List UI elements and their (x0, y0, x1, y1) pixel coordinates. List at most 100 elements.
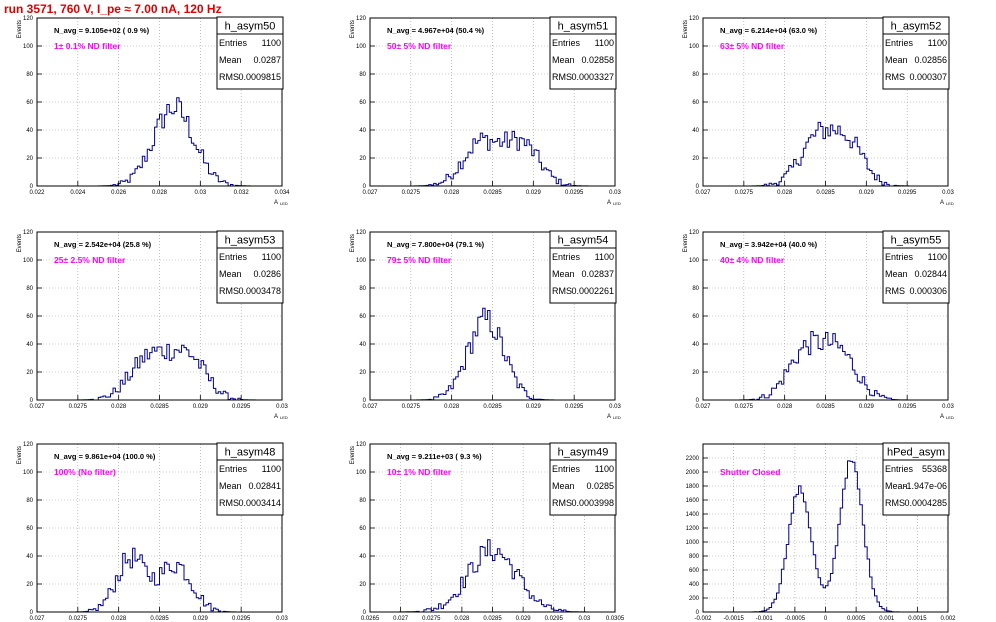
x-tick-label: 0.0285 (816, 190, 835, 196)
stats-value-rms: 0.0003998 (571, 498, 614, 508)
histogram-line (370, 539, 615, 613)
y-axis-label: Events (17, 446, 23, 464)
stats-label-rms: RMS (219, 498, 239, 508)
stats-box (216, 230, 284, 304)
filter-label: 50± 5% ND filter (387, 41, 452, 51)
y-tick-label: 80 (26, 286, 33, 292)
x-tick-label: 0.028 (152, 190, 168, 196)
y-tick-label: 1800 (686, 484, 700, 490)
x-tick-label: 0.03 (276, 404, 288, 410)
y-tick-label: 20 (26, 156, 33, 162)
panel-h_asym50: 0.022 0.024 0.026 0.028 0.03 0.032 0.034 0 20 40 6… (17, 16, 290, 206)
y-tick-label: 0 (696, 398, 700, 404)
stats-value-mean: 0.02837 (581, 269, 614, 279)
filter-label: 79± 5% ND filter (387, 255, 452, 265)
x-tick-label: 0.0295 (545, 616, 564, 622)
stats-box (882, 442, 950, 516)
navg-label: N_avg = 2.542e+04 (25.8 %) (54, 240, 152, 249)
histogram-name: h_asym48 (225, 447, 276, 459)
y-tick-label: 120 (356, 230, 367, 236)
y-tick-label: 60 (692, 100, 699, 106)
x-tick-label: 0.027 (29, 404, 45, 410)
x-tick-label: 0.0295 (232, 404, 251, 410)
stats-value-mean: -1.947e-06 (903, 481, 947, 491)
navg-label: N_avg = 4.967e+04 (50.4 %) (387, 26, 485, 35)
stats-label-mean: Mean (552, 55, 575, 65)
y-tick-label: 1200 (686, 526, 700, 532)
stats-label-entries: Entries (552, 464, 581, 474)
stats-label-rms: RMS (885, 72, 905, 82)
panel-h_asym54: 0.027 0.0275 0.028 0.0285 0.029 0.0295 0.03 0 20… (350, 230, 621, 420)
histogram-name: h_asym52 (891, 21, 942, 33)
stats-value-mean: 0.0287 (253, 55, 281, 65)
y-tick-label: 40 (26, 554, 33, 560)
panel-h_asym53: 0.027 0.0275 0.028 0.0285 0.029 0.0295 0.03 0 20… (17, 230, 288, 420)
stats-value-mean: 0.02858 (581, 55, 614, 65)
x-tick-label: 0.03 (194, 190, 206, 196)
x-tick-label: -0.002 (694, 616, 712, 622)
y-tick-label: 20 (692, 156, 699, 162)
y-tick-label: 2200 (686, 456, 700, 462)
stats-value-mean: 0.02841 (248, 481, 281, 491)
stats-box (549, 230, 617, 304)
run-title: run 3571, 760 V, I_pe ≈ 7.00 nA, 120 Hz (4, 2, 222, 16)
stats-value-entries: 1100 (928, 38, 947, 48)
navg-label: N_avg = 9.211e+03 ( 9.3 %) (387, 452, 482, 461)
y-tick-label: 400 (689, 582, 700, 588)
x-tick-label: 0.0015 (908, 616, 927, 622)
panel-h_asym52: 0.027 0.0275 0.028 0.0285 0.029 0.0295 0.03 0 20… (683, 16, 954, 206)
x-tick-label: 0.028 (111, 404, 127, 410)
y-tick-label: 40 (26, 342, 33, 348)
y-tick-label: 600 (689, 568, 700, 574)
x-tick-label: 0.0285 (483, 190, 502, 196)
filter-label: 25± 2.5% ND filter (54, 255, 126, 265)
y-tick-label: 100 (23, 470, 34, 476)
x-tick-label: 0.026 (111, 190, 127, 196)
x-tick-label: 0.0285 (816, 404, 835, 410)
y-tick-label: 1600 (686, 498, 700, 504)
stats-box (882, 230, 950, 304)
stats-value-entries: 1100 (928, 252, 947, 262)
panel-h_asym48: 0.027 0.0275 0.028 0.0285 0.029 0.0295 0.03 0 20… (17, 442, 288, 622)
stats-label-rms: RMS (219, 72, 239, 82)
x-tick-label: 0.0275 (402, 190, 421, 196)
filter-label: 10± 1% ND filter (387, 467, 452, 477)
y-tick-label: 0 (363, 610, 367, 616)
x-tick-label: 0.0285 (150, 616, 169, 622)
y-tick-label: 120 (689, 230, 700, 236)
y-axis-label: Events (683, 20, 689, 38)
x-tick-label: 0.03 (276, 616, 288, 622)
y-tick-label: 40 (359, 342, 366, 348)
stats-label-entries: Entries (552, 38, 581, 48)
y-tick-label: 2000 (686, 470, 700, 476)
x-tick-label: 0.0285 (150, 404, 169, 410)
x-tick-label: 0.0295 (898, 190, 917, 196)
x-tick-label: 0.0275 (69, 404, 88, 410)
y-tick-label: 20 (359, 156, 366, 162)
y-tick-label: 20 (26, 582, 33, 588)
y-tick-label: 0 (363, 184, 367, 190)
x-tick-label: 0.001 (879, 616, 895, 622)
histogram-name: h_asym54 (558, 235, 609, 247)
y-tick-label: 80 (26, 498, 33, 504)
y-tick-label: 120 (23, 442, 34, 448)
histogram-line (370, 307, 615, 401)
panel-h_asym51: 0.027 0.0275 0.028 0.0285 0.029 0.0295 0.03 0 20… (350, 16, 621, 206)
stats-label-entries: Entries (219, 252, 248, 262)
y-tick-label: 80 (359, 498, 366, 504)
x-tick-label: 0.029 (859, 404, 875, 410)
stats-label-entries: Entries (885, 38, 914, 48)
histogram-name: h_asym55 (891, 235, 942, 247)
stats-value-mean: 0.02844 (914, 269, 947, 279)
y-tick-label: 1400 (686, 512, 700, 518)
y-tick-label: 20 (26, 370, 33, 376)
stats-label-entries: Entries (219, 38, 248, 48)
x-tick-label: 0.028 (444, 190, 460, 196)
stats-value-entries: 1100 (262, 252, 281, 262)
y-tick-label: 80 (26, 72, 33, 78)
stats-label-mean: Mean (552, 481, 575, 491)
y-tick-label: 800 (689, 554, 700, 560)
x-tick-label: -0.001 (756, 616, 774, 622)
x-tick-label: 0.029 (526, 404, 542, 410)
filter-label: Shutter Closed (720, 467, 780, 477)
